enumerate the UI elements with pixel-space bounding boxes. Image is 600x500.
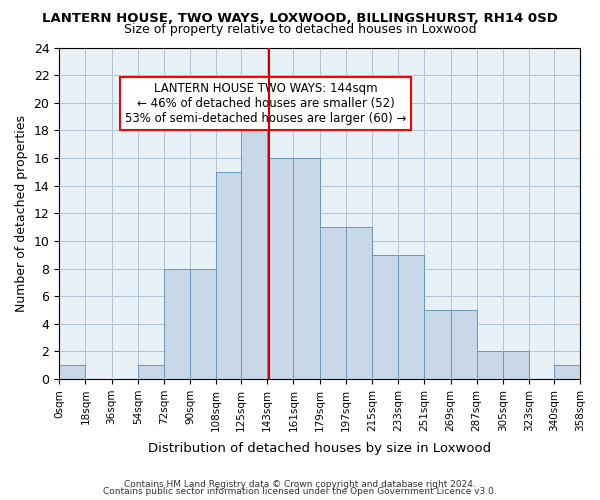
Bar	[138, 365, 164, 379]
Bar	[372, 254, 398, 379]
Bar	[477, 352, 503, 379]
Bar	[293, 158, 320, 379]
Bar	[346, 227, 372, 379]
Text: Contains public sector information licensed under the Open Government Licence v3: Contains public sector information licen…	[103, 488, 497, 496]
Text: LANTERN HOUSE TWO WAYS: 144sqm
← 46% of detached houses are smaller (52)
53% of : LANTERN HOUSE TWO WAYS: 144sqm ← 46% of …	[125, 82, 406, 125]
Text: LANTERN HOUSE, TWO WAYS, LOXWOOD, BILLINGSHURST, RH14 0SD: LANTERN HOUSE, TWO WAYS, LOXWOOD, BILLIN…	[42, 12, 558, 26]
Bar	[580, 365, 600, 379]
Bar	[59, 365, 85, 379]
Y-axis label: Number of detached properties: Number of detached properties	[15, 115, 28, 312]
Text: Contains HM Land Registry data © Crown copyright and database right 2024.: Contains HM Land Registry data © Crown c…	[124, 480, 476, 489]
Text: Size of property relative to detached houses in Loxwood: Size of property relative to detached ho…	[124, 22, 476, 36]
X-axis label: Distribution of detached houses by size in Loxwood: Distribution of detached houses by size …	[148, 442, 491, 455]
Bar	[190, 268, 216, 379]
Bar	[320, 227, 346, 379]
Bar	[267, 158, 293, 379]
Bar	[241, 116, 267, 379]
Bar	[503, 352, 529, 379]
Bar	[164, 268, 190, 379]
Bar	[554, 365, 580, 379]
Bar	[216, 172, 241, 379]
Bar	[398, 254, 424, 379]
Bar	[451, 310, 477, 379]
Bar	[424, 310, 451, 379]
